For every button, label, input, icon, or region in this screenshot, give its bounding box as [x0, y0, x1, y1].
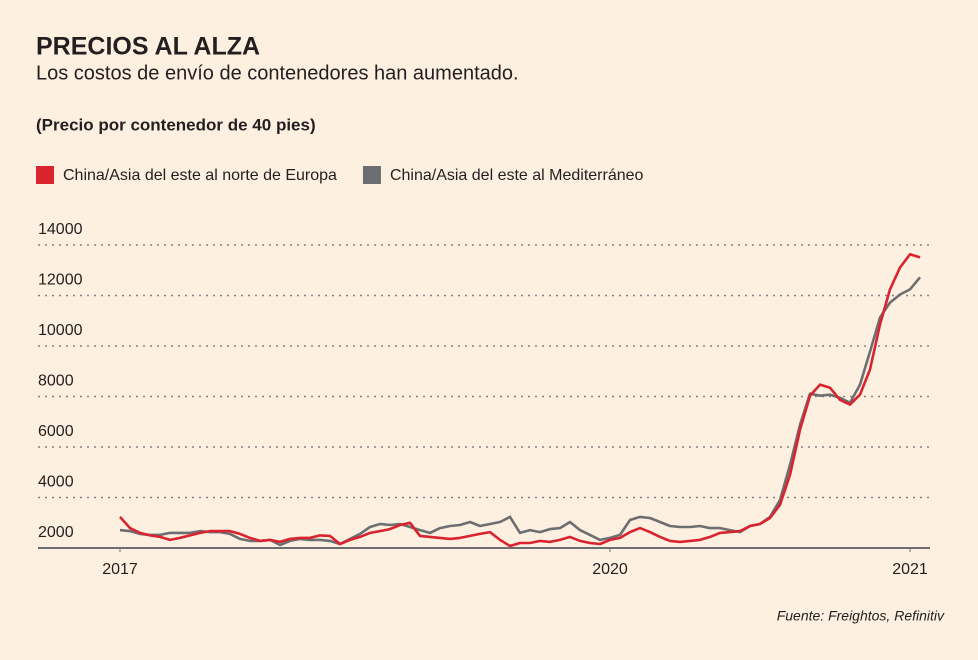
y-tick-label: 6000 [38, 423, 74, 440]
y-tick-label: 10000 [38, 322, 83, 339]
legend-label: China/Asia del este al Mediterráneo [390, 167, 644, 184]
legend-label: China/Asia del este al norte de Europa [63, 167, 337, 184]
x-tick-label: 2020 [592, 561, 628, 578]
series-line [119, 276, 922, 547]
y-tick-label: 2000 [38, 524, 74, 541]
series-line [119, 253, 921, 548]
legend-swatch [36, 166, 54, 184]
x-tick-label: 2021 [892, 561, 928, 578]
legend-swatch [362, 166, 381, 184]
chart-subtitle: Los costos de envío de contenedores han … [36, 62, 519, 84]
y-tick-label: 4000 [38, 474, 74, 491]
y-tick-label: 8000 [38, 373, 74, 390]
x-tick-label: 2017 [102, 561, 138, 578]
y-tick-label: 14000 [38, 221, 83, 238]
source: Fuente: Freightos, Refinitiv [777, 608, 945, 624]
chart-title: PRECIOS AL ALZA [36, 33, 260, 61]
y-tick-label: 12000 [38, 272, 83, 289]
y-axis-label: (Precio por contenedor de 40 pies) [36, 115, 316, 134]
